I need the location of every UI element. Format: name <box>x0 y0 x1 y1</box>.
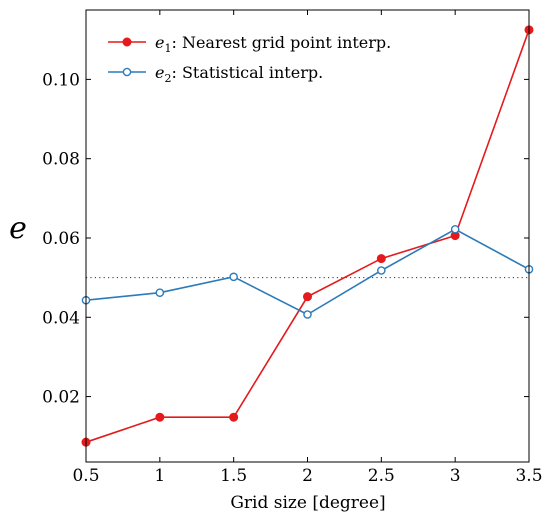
legend-label: e2: Statistical interp. <box>155 63 323 85</box>
series-line <box>85 228 530 316</box>
legend-marker <box>122 67 132 77</box>
data-point <box>303 292 312 302</box>
data-point <box>377 266 386 275</box>
data-point <box>155 412 165 422</box>
data-point <box>155 288 165 297</box>
ticks-layer: 0.5 1 1.5 2 2.5 3 3.5 0.02 0.04 0.06 0.08 0.10 <box>42 10 543 486</box>
x-tick-label: 3.5 <box>515 466 542 486</box>
y-tick-label: 0.10 <box>42 70 80 90</box>
legend-box <box>96 26 346 88</box>
data-point <box>229 272 238 282</box>
x-axis-title: Grid size [degree] <box>230 493 385 513</box>
data-point <box>450 224 460 234</box>
y-tick-label: 0.02 <box>42 388 80 408</box>
series-line <box>85 29 530 443</box>
y-tick-label: 0.06 <box>42 229 80 249</box>
x-tick-label: 0.5 <box>72 466 99 486</box>
data-point <box>303 310 312 319</box>
legend-marker <box>122 37 132 47</box>
series-layer <box>81 25 534 447</box>
x-tick-label: 3 <box>450 466 461 486</box>
y-axis-title: e <box>9 211 27 246</box>
x-tick-label: 1.5 <box>220 466 247 486</box>
x-tick-label: 1 <box>154 466 165 486</box>
series-1 <box>81 25 534 447</box>
data-point <box>376 254 386 264</box>
y-tick-label: 0.08 <box>42 150 80 170</box>
y-tick-label: 0.04 <box>42 308 80 328</box>
series-2 <box>81 224 534 319</box>
data-point <box>229 412 239 422</box>
legend-label: e1: Nearest grid point interp. <box>155 33 391 55</box>
x-tick-label: 2.5 <box>368 466 395 486</box>
legend: e1: Nearest grid point interp. e2: Statis… <box>96 26 391 88</box>
x-tick-label: 2 <box>302 466 313 486</box>
